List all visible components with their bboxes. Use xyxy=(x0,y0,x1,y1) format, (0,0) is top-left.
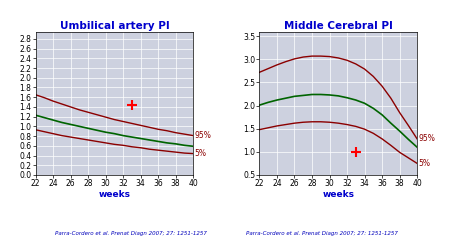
Text: 5%: 5% xyxy=(195,149,207,158)
X-axis label: weeks: weeks xyxy=(99,190,130,199)
Text: Parra-Cordero et al. Prenat Diagn 2007; 27: 1251-1257: Parra-Cordero et al. Prenat Diagn 2007; … xyxy=(246,231,398,236)
Text: 95%: 95% xyxy=(419,134,436,143)
Text: 5%: 5% xyxy=(419,159,431,168)
Text: 95%: 95% xyxy=(195,131,212,140)
Title: Umbilical artery PI: Umbilical artery PI xyxy=(60,21,169,31)
X-axis label: weeks: weeks xyxy=(322,190,354,199)
Text: Parra-Cordero et al. Prenat Diagn 2007; 27: 1251-1257: Parra-Cordero et al. Prenat Diagn 2007; … xyxy=(55,231,207,236)
Title: Middle Cerebral PI: Middle Cerebral PI xyxy=(284,21,393,31)
